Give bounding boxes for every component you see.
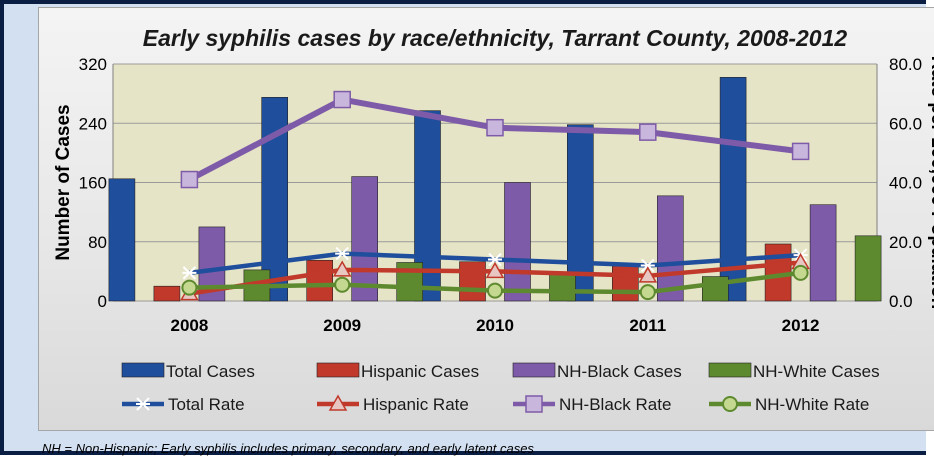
bar-nh-black-cases — [504, 182, 531, 302]
bar-hispanic-cases — [459, 261, 486, 302]
bar-hispanic-cases — [306, 259, 334, 302]
bar-hispanic-cases — [611, 265, 639, 302]
legend-marker-total-rate — [136, 397, 150, 411]
y-tick-label: 240 — [79, 114, 107, 133]
legend-label-nh-white-cases: NH-White Cases — [753, 362, 880, 381]
chart-footnote: NH = Non-Hispanic; Early syphilis includ… — [42, 441, 534, 456]
y2-tick-label: 80.0 — [889, 55, 922, 74]
legend-marker-nh-white-rate — [722, 396, 738, 412]
legend-swatch-hispanic-cases — [316, 362, 360, 378]
point-total-rate — [640, 258, 655, 273]
chart-title: Early syphilis cases by race/ethnicity, … — [143, 25, 848, 51]
x-tick-label: 2011 — [629, 316, 666, 335]
bar-nh-black-cases — [351, 176, 379, 302]
y-tick-label: 0 — [98, 292, 107, 311]
legend-marker-hispanic-rate — [328, 394, 348, 411]
point-nh-black-rate — [791, 142, 810, 161]
bar-nh-black-cases — [809, 204, 837, 302]
point-nh-white-rate — [639, 284, 656, 301]
point-hispanic-rate — [485, 261, 505, 279]
bar-nh-white-cases — [854, 235, 882, 302]
legend-swatch-nh-black-cases — [512, 362, 556, 378]
point-hispanic-rate — [638, 266, 658, 283]
y-tick-label: 320 — [79, 55, 107, 74]
point-nh-white-rate — [334, 276, 351, 293]
y-tick-label: 160 — [79, 174, 107, 193]
x-tick-label: 2009 — [323, 316, 361, 335]
legend-label-hispanic-cases: Hispanic Cases — [361, 362, 479, 381]
x-tick-label: 2012 — [782, 316, 820, 335]
point-nh-black-rate — [486, 118, 504, 137]
y-axis-title: Number of Cases — [53, 104, 74, 260]
y2-tick-label: 40.0 — [889, 174, 922, 193]
legend-label-total-cases: Total Cases — [166, 362, 255, 381]
bar-total-cases — [108, 178, 136, 302]
legend-label-nh-white-rate: NH-White Rate — [755, 395, 869, 414]
point-nh-black-rate — [180, 170, 199, 189]
y2-tick-label: 20.0 — [889, 233, 922, 252]
legend-swatch-nh-white-cases — [708, 362, 752, 378]
point-nh-black-rate — [639, 123, 657, 141]
point-hispanic-rate — [332, 260, 352, 277]
legend-swatch-total-cases — [121, 362, 165, 378]
y-tick-label: 80 — [88, 233, 107, 252]
y2-tick-label: 0.0 — [889, 292, 913, 311]
point-total-rate — [182, 266, 197, 280]
bar-nh-white-cases — [549, 272, 576, 302]
combo-chart: Early syphilis cases by race/ethnicity, … — [53, 25, 934, 414]
bar-total-cases — [719, 77, 747, 302]
x-tick-label: 2010 — [476, 316, 514, 335]
point-nh-white-rate — [792, 264, 809, 281]
bar-hispanic-cases — [153, 285, 181, 302]
legend-label-nh-black-rate: NH-Black Rate — [559, 395, 671, 414]
point-nh-white-rate — [487, 282, 503, 299]
point-nh-white-rate — [181, 279, 198, 296]
y2-axis-title: Rate per 100,000 Population — [927, 56, 934, 309]
x-tick-label: 2008 — [170, 316, 208, 335]
y2-tick-label: 60.0 — [889, 114, 922, 133]
chart-panel: Early syphilis cases by race/ethnicity, … — [38, 7, 934, 431]
point-total-rate — [335, 246, 350, 261]
bar-nh-black-cases — [656, 195, 684, 302]
legend-label-hispanic-rate: Hispanic Rate — [363, 395, 469, 414]
legend-marker-nh-black-rate — [525, 395, 543, 413]
legend-label-total-rate: Total Rate — [168, 395, 245, 414]
point-nh-black-rate — [333, 90, 351, 109]
point-total-rate — [488, 252, 502, 267]
legend-label-nh-black-cases: NH-Black Cases — [557, 362, 682, 381]
